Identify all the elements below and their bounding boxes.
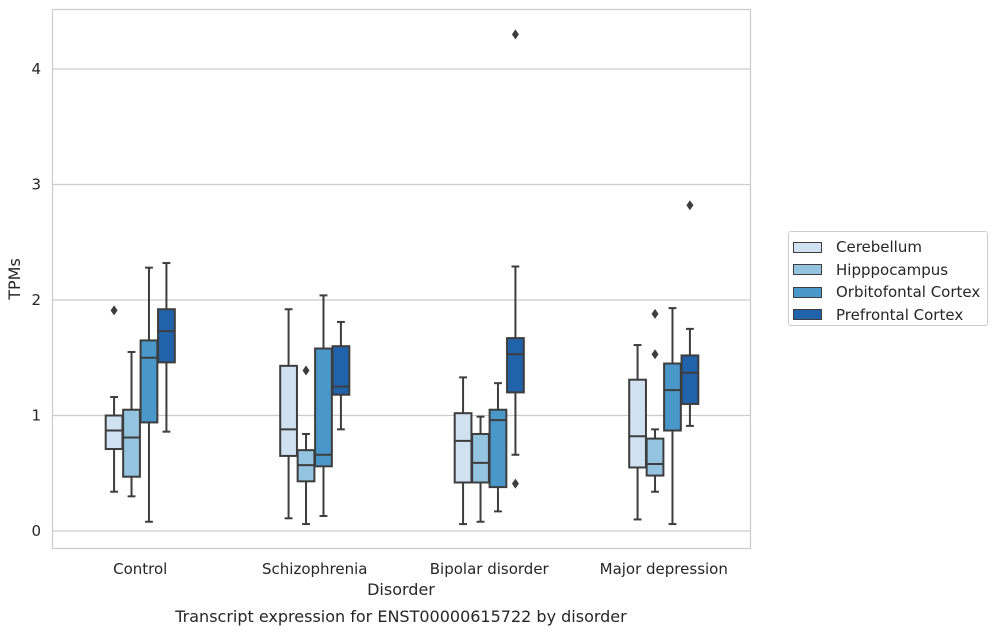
box-body: [488, 408, 508, 489]
box-body: [331, 345, 351, 396]
y-tick-label: 0: [31, 522, 41, 540]
box-4-4: [680, 200, 700, 427]
outlier-point: [651, 349, 659, 360]
box-3-4: [663, 307, 682, 526]
legend-label: Prefrontal Cortex: [836, 305, 964, 324]
box-body: [645, 437, 665, 477]
box-4-3: [506, 29, 525, 489]
box-1-3: [453, 376, 473, 526]
box-3-1: [139, 266, 159, 523]
legend-item-cerebellum: Cerebellum: [789, 236, 987, 259]
box-body: [628, 378, 647, 469]
box-body: [314, 347, 333, 468]
x-tick-label: Major depression: [600, 560, 728, 578]
legend-label: Cerebellum: [836, 238, 922, 257]
box-body: [122, 408, 141, 478]
y-tick-label: 3: [31, 176, 41, 194]
outlier-point: [511, 478, 519, 489]
x-tick-label: Bipolar disorder: [430, 560, 550, 578]
outlier-point: [110, 305, 118, 316]
box-4-2: [331, 320, 351, 431]
box-4-1: [157, 262, 176, 433]
box-1-2: [279, 308, 298, 520]
box-body: [471, 432, 490, 484]
box-2-1: [122, 350, 141, 498]
box-body: [139, 339, 159, 424]
legend: Cerebellum Hipppocampus Orbitofontal Cor…: [788, 231, 988, 326]
legend-item-prefrontal-cortex: Prefrontal Cortex: [789, 304, 987, 327]
outlier-point: [302, 365, 310, 376]
y-tick-label: 2: [31, 291, 41, 309]
y-tick-labels: 0 1 2 3 4: [31, 60, 41, 540]
legend-label: Orbitofontal Cortex: [836, 283, 981, 302]
legend-item-orbitofrontal-cortex: Orbitofontal Cortex: [789, 281, 987, 304]
outlier-point: [511, 29, 519, 40]
box-1-1: [104, 305, 124, 493]
x-axis-label: Disorder: [367, 580, 435, 599]
box-body: [104, 414, 124, 450]
chart-title: Transcript expression for ENST0000061572…: [174, 607, 627, 626]
box-body: [453, 412, 473, 484]
box-layer: [104, 29, 700, 526]
y-tick-label: 1: [31, 407, 41, 425]
legend-swatch-prefrontal-cortex: [793, 309, 822, 321]
box-body: [663, 362, 682, 432]
legend-label: Hipppocampus: [836, 260, 949, 279]
y-axis-label: TPMs: [5, 258, 24, 301]
outlier-point: [686, 200, 694, 211]
box-2-2: [296, 365, 316, 526]
y-tick-label: 4: [31, 60, 41, 78]
box-body: [506, 337, 525, 394]
box-3-2: [314, 294, 333, 517]
box-body: [680, 354, 700, 405]
box-body: [279, 364, 298, 457]
x-tick-labels: Control Schizophrenia Bipolar disorder Majo…: [113, 560, 728, 578]
plot-frame: [51, 8, 752, 550]
box-body: [157, 308, 176, 364]
box-1-4: [628, 344, 647, 521]
legend-item-hippocampus: Hipppocampus: [789, 259, 987, 282]
outlier-point: [651, 308, 659, 319]
box-2-3: [471, 415, 490, 523]
legend-swatch-orbitofrontal-cortex: [793, 286, 822, 298]
box-3-3: [488, 382, 508, 513]
box-2-4: [645, 308, 665, 493]
legend-swatch-cerebellum: [793, 241, 822, 253]
x-tick-label: Schizophrenia: [262, 560, 367, 578]
legend-swatch-hippocampus: [793, 264, 822, 276]
x-tick-label: Control: [113, 560, 167, 578]
